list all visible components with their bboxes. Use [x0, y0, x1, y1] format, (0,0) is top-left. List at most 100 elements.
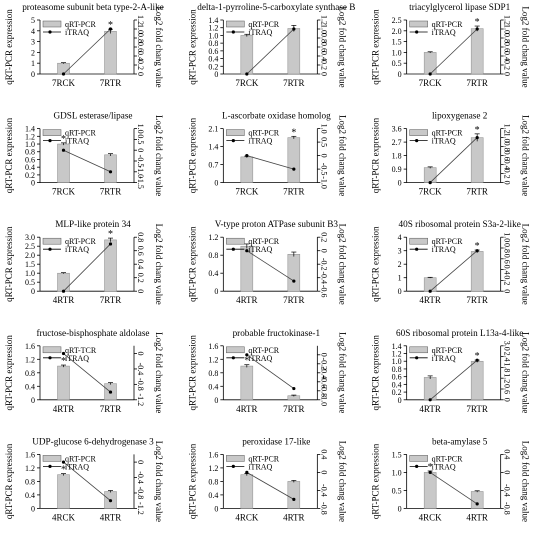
y2-tick-label: 0: [503, 181, 512, 185]
itraq-point: [61, 351, 66, 356]
y2-tick-label: 0.4: [503, 265, 512, 275]
chart-panel: 60S ribosomal protein L13a-4-like00.20.4…: [371, 328, 531, 414]
chart-title: 40S ribosomal protein S3a-2-like: [399, 219, 521, 229]
itraq-line: [429, 250, 478, 292]
legend-point-swatch: [415, 139, 419, 143]
chart-panel: proteasome subunit beta type-2-A-like 0 1 2…: [4, 2, 164, 88]
legend-label: iTRAQ: [65, 462, 89, 471]
legend-bar-swatch: [42, 129, 62, 136]
y-tick-label: 1.0: [208, 31, 218, 40]
chart-panel: probable fructokinase-1 0 0.4 0.8 1.2 1.6 -1.0…: [187, 328, 347, 414]
legend-label: qRT-PCR: [432, 237, 463, 246]
y-tick-label: 1.2: [25, 132, 35, 141]
bar: [470, 28, 484, 75]
bar: [470, 251, 484, 292]
y-tick-label: 1.6: [25, 450, 35, 459]
significance-mark: *: [108, 20, 113, 31]
y2-tick-label: 1.2: [319, 15, 328, 25]
bar: [240, 474, 254, 509]
legend-point-swatch: [48, 30, 52, 34]
y2-tick-label: 0: [136, 460, 145, 464]
y2-tick-label: 0.4: [136, 259, 145, 269]
y-axis-label: qRT-PCR expression: [4, 443, 14, 519]
y-tick-label: 2: [398, 260, 402, 269]
x-tick-label: 7RCK: [52, 187, 76, 197]
legend-label: iTRAQ: [248, 137, 272, 146]
y2-axis-label: Log2 fold chang value: [337, 441, 347, 522]
itraq-point: [245, 72, 249, 76]
y-tick-label: 0.8: [25, 148, 35, 157]
y2-tick-label: 1.0: [503, 133, 512, 143]
significance-mark: *: [61, 134, 66, 145]
legend-point-swatch: [231, 247, 235, 251]
legend-bar-swatch: [226, 455, 245, 462]
significance-mark: *: [61, 356, 66, 367]
significance-mark: *: [475, 17, 480, 28]
chart-title: L-ascorbate oxidase homolog: [222, 111, 331, 121]
itraq-point: [61, 148, 66, 152]
chart-title: lipoxygenase 2: [432, 111, 488, 121]
y-tick-label: 0: [214, 70, 218, 79]
y2-tick-label: 2.4: [503, 352, 512, 362]
itraq-line: [246, 155, 294, 170]
y-tick-label: 1.4: [392, 342, 402, 351]
legend-label: qRT-PCR: [248, 20, 279, 29]
y2-tick-label: 0.6: [503, 42, 512, 52]
legend-label: iTRAQ: [432, 28, 456, 37]
y2-tick-label: 0.6: [136, 246, 145, 256]
bar: [57, 365, 70, 401]
legend-label: qRT-PCR: [248, 237, 279, 246]
bar: [470, 360, 484, 401]
legend-label: iTRAQ: [248, 28, 272, 37]
y2-axis-label: Log2 fold chang value: [521, 6, 531, 87]
significance-mark: *: [61, 465, 66, 476]
y-tick-label: 0: [214, 287, 218, 296]
legend-label: qRT-PCR: [248, 346, 279, 355]
y-tick-label: 0: [31, 70, 35, 79]
x-tick-label: 7RTR: [100, 187, 121, 197]
y2-tick-label: -1.2: [136, 393, 145, 406]
legend-label: qRT-PCR: [432, 129, 463, 138]
y2-tick-label: 0.4: [136, 51, 145, 61]
y2-tick-label: 0.8: [319, 33, 328, 43]
y2-tick-label: 0.2: [503, 169, 512, 179]
y-tick-label: 1.2: [25, 355, 35, 364]
y-tick-label: 1.5: [25, 260, 35, 269]
chart-title: peroxidase 17-like: [242, 436, 310, 446]
y-tick-label: 0.2: [25, 171, 35, 180]
y-tick-label: 0.4: [208, 382, 218, 391]
y2-tick-label: 0.6: [503, 254, 512, 264]
itraq-point: [292, 497, 296, 501]
significance-mark: *: [428, 462, 433, 473]
itraq-point: [475, 136, 479, 140]
y-tick-label: 1.4: [25, 125, 35, 134]
itraq-line: [429, 28, 478, 75]
y2-tick-label: 0: [503, 289, 512, 293]
legend-point-swatch: [415, 464, 419, 468]
chart-panel: 40S ribosomal protein S3a-2-like 0 1 2 3 4 0 0.…: [371, 219, 531, 305]
y2-tick-label: -0.4: [503, 484, 512, 497]
y-tick-label: 0.4: [208, 491, 218, 500]
y-tick-label: 1.0: [392, 48, 402, 57]
x-tick-label: 7RCK: [52, 78, 76, 88]
y2-tick-label: 1.2: [136, 15, 145, 25]
y2-axis-label: Log2 fold chang value: [154, 224, 164, 305]
chart-title: V-type proton ATPase subunit B3: [215, 219, 339, 229]
y-tick-label: 0: [398, 287, 402, 296]
itraq-point: [108, 390, 113, 394]
y-tick-label: 0.8: [208, 251, 218, 260]
y-tick-label: 2.0: [25, 251, 35, 260]
bar: [423, 277, 437, 292]
y2-tick-label: 0: [136, 289, 145, 293]
significance-mark: *: [291, 127, 296, 138]
y2-tick-label: 0.2: [319, 232, 328, 242]
y2-tick-label: 0: [319, 154, 328, 158]
y-tick-label: 3: [31, 38, 35, 47]
y2-axis-label: Log2 fold chang value: [521, 115, 531, 196]
y-tick-label: 2.5: [392, 16, 402, 25]
itraq-point: [292, 27, 296, 31]
y-axis-label: qRT-PCR expression: [187, 226, 197, 302]
y-tick-label: 0: [214, 396, 218, 405]
y-tick-label: 1.6: [25, 342, 35, 351]
y-tick-label: 0.2: [208, 62, 218, 71]
